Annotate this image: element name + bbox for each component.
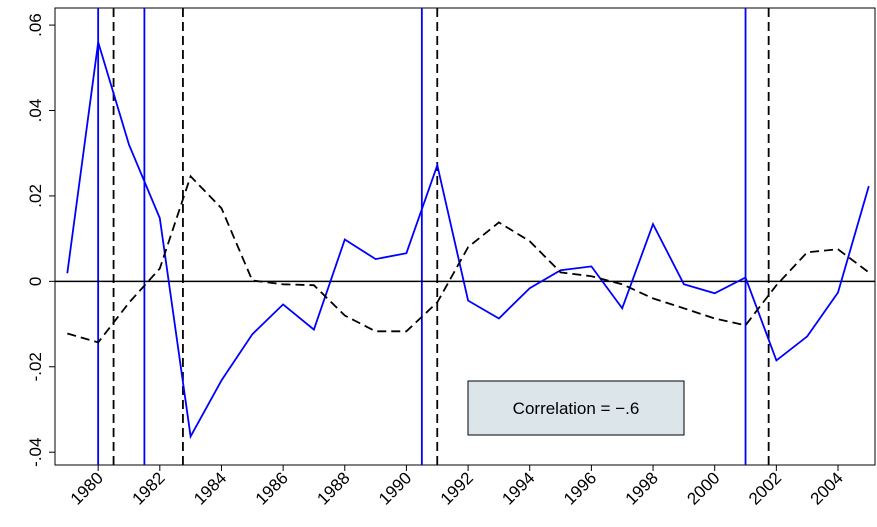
- series-line: [67, 174, 870, 344]
- x-tick-label: 2000: [683, 468, 723, 508]
- x-tick-label: 1990: [375, 468, 415, 508]
- x-tick-label: 1988: [313, 468, 353, 508]
- plot-frame: [54, 7, 876, 466]
- y-tick-label: -.04: [26, 438, 45, 467]
- x-tick-label: 1998: [622, 468, 662, 508]
- y-tick-label: .04: [26, 99, 45, 123]
- x-tick-label: 1984: [190, 468, 230, 508]
- x-tick-label: 1992: [437, 468, 477, 508]
- x-tick-label: 1986: [252, 468, 292, 508]
- x-tick-label: 1996: [560, 468, 600, 508]
- y-tick-label: 0: [26, 277, 45, 286]
- annotation: Correlation = −.6: [513, 399, 640, 418]
- x-tick-label: 1980: [67, 468, 107, 508]
- x-tick-label: 2002: [745, 468, 785, 508]
- annotation-box: [467, 380, 685, 436]
- x-tick-label: 1982: [128, 468, 168, 508]
- y-tick-label: -.02: [26, 352, 45, 381]
- y-tick-label: .02: [26, 184, 45, 208]
- x-tick-label: 2004: [807, 468, 847, 508]
- series-line: [66, 41, 870, 440]
- y-tick-label: .06: [26, 13, 45, 37]
- x-tick-label: 1994: [498, 468, 538, 508]
